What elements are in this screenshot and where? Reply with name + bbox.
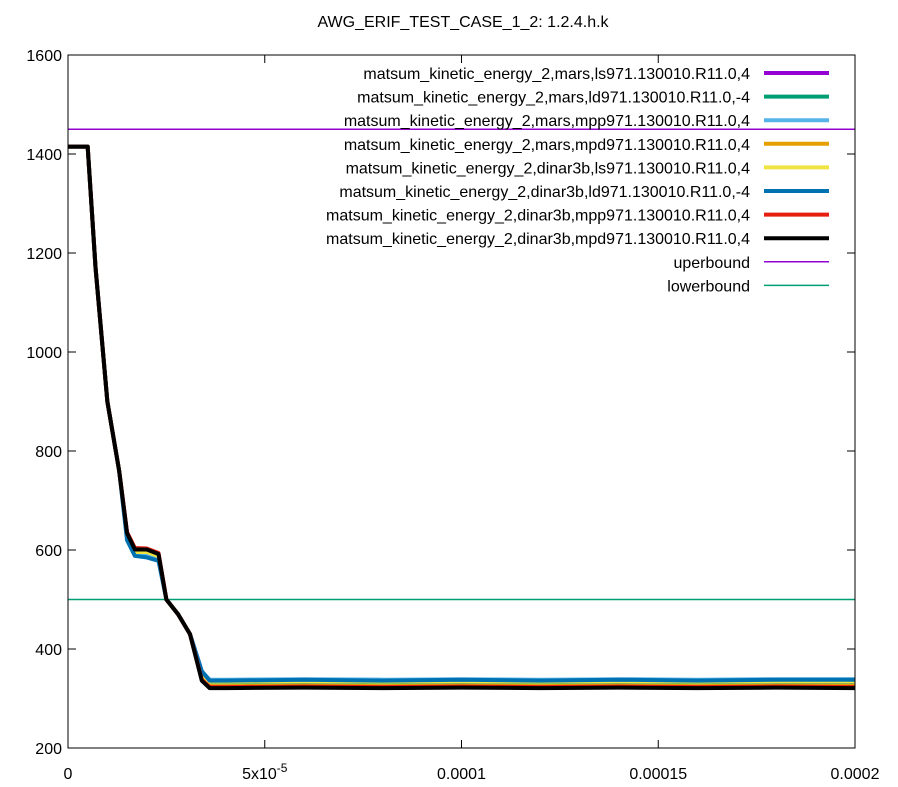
series-line-8 [68, 144, 856, 691]
y-tick-label: 800 [35, 444, 62, 461]
x-tick-label-exponent: -5 [277, 761, 288, 775]
y-tick-label: 1200 [26, 246, 62, 263]
axis-ticks: 200 400 600 800 1000 1200 1400 1600 0 5x10-5 0.000… [26, 48, 879, 783]
legend-label: lowerbound [667, 278, 750, 295]
legend-label: uperbound [673, 255, 750, 272]
plot-frame [67, 54, 856, 749]
legend-label: matsum_kinetic_energy_2,dinar3b,mpp971.1… [326, 208, 750, 225]
legend: matsum_kinetic_energy_2,mars,ls971.13001… [326, 66, 829, 295]
legend-label: matsum_kinetic_energy_2,mars,mpp971.1300… [344, 113, 750, 130]
y-tick-label: 1400 [26, 147, 62, 164]
x-tick-label: 0 [64, 766, 73, 783]
x-tick-label: 0.0001 [437, 766, 486, 783]
legend-label: matsum_kinetic_energy_2,dinar3b,ld971.13… [339, 184, 750, 201]
chart-title: AWG_ERIF_TEST_CASE_1_2: 1.2.4.h.k [317, 14, 609, 31]
y-tick-label: 1000 [26, 345, 62, 362]
series-line-1 [68, 144, 855, 684]
y-tick-label: 200 [35, 741, 62, 758]
reference-lines [68, 128, 855, 601]
legend-label: matsum_kinetic_energy_2,dinar3b,ls971.13… [346, 160, 751, 177]
legend-label: matsum_kinetic_energy_2,mars,ls971.13001… [363, 66, 750, 83]
series-line-5 [68, 144, 855, 684]
y-tick-label: 1600 [26, 48, 62, 65]
series-line-4 [68, 144, 855, 689]
x-tick-label: 5x10-5 [242, 761, 288, 783]
x-tick-label-base: 5x10 [242, 766, 277, 783]
x-tick-label-base: 0 [64, 766, 73, 783]
y-tick-label: 600 [35, 543, 62, 560]
series-line-6 [68, 144, 855, 683]
x-tick-label: 0.0002 [831, 766, 880, 783]
legend-label: matsum_kinetic_energy_2,mars,ld971.13001… [357, 90, 750, 107]
x-tick-label-base: 0.0002 [831, 766, 880, 783]
legend-label: matsum_kinetic_energy_2,dinar3b,mpd971.1… [326, 231, 750, 248]
x-tick-label-base: 0.00015 [629, 766, 687, 783]
series-line-2 [68, 144, 855, 685]
x-tick-label: 0.00015 [629, 766, 687, 783]
series-line-7 [68, 144, 856, 690]
legend-label: matsum_kinetic_energy_2,mars,mpd971.1300… [344, 137, 750, 154]
data-series [68, 144, 856, 691]
y-tick-label: 400 [35, 642, 62, 659]
x-tick-label-base: 0.0001 [437, 766, 486, 783]
